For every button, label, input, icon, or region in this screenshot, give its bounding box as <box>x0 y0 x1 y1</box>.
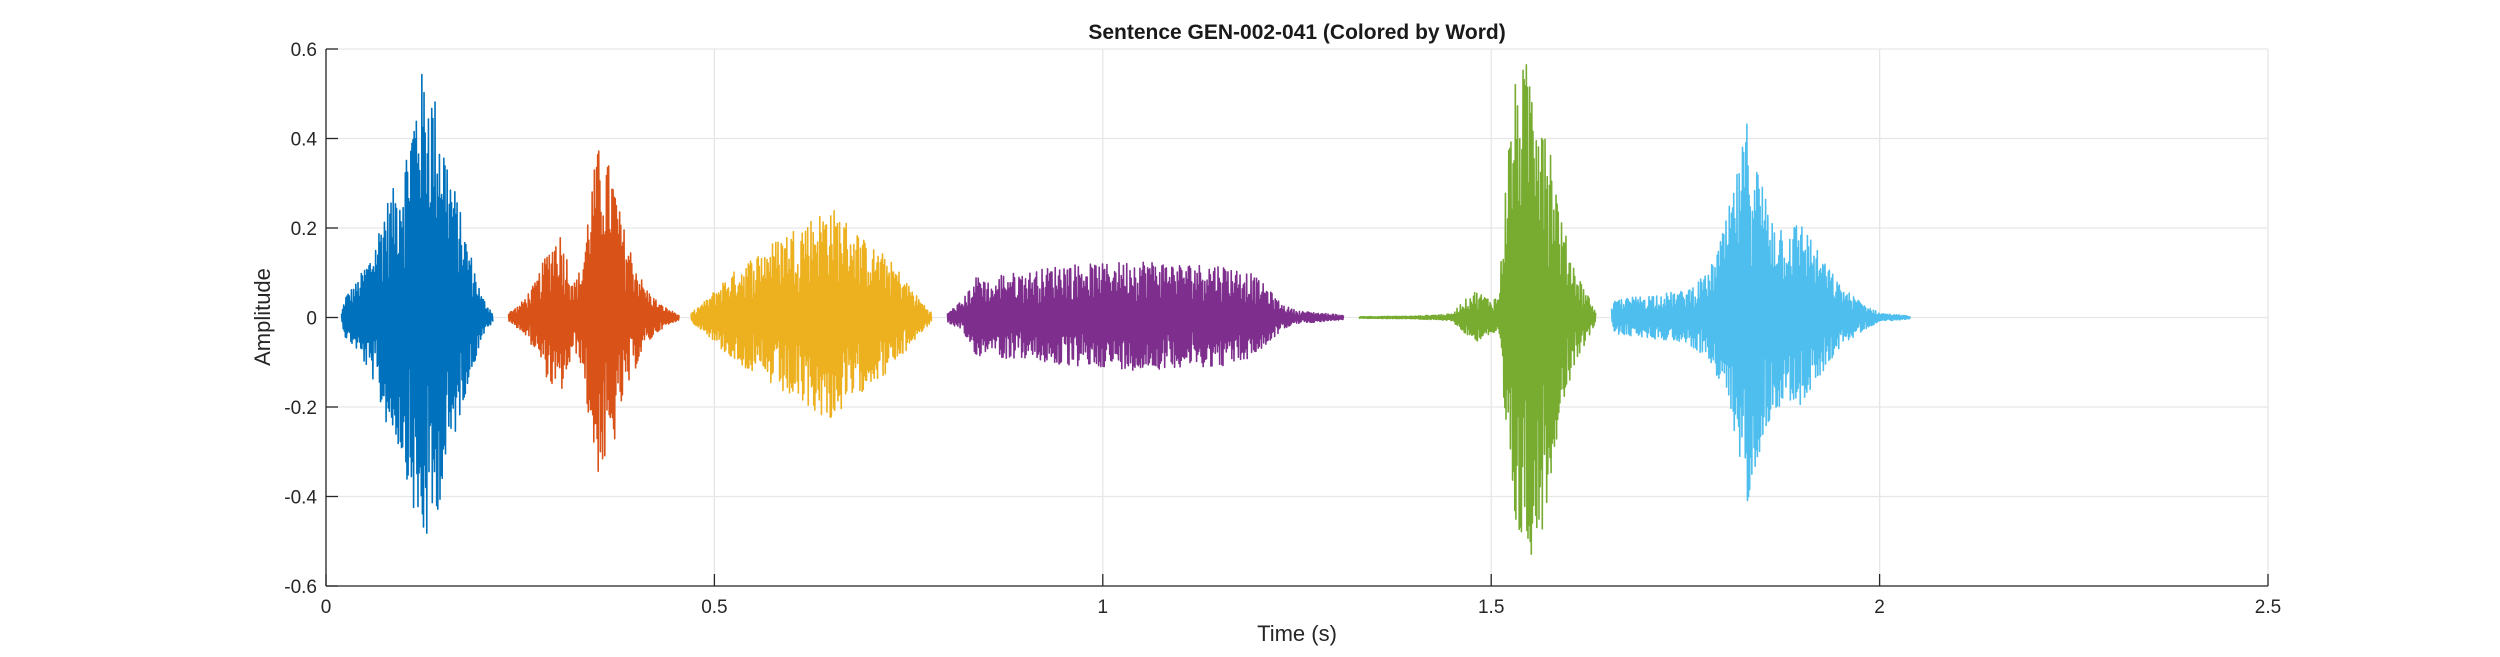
y-axis-label: Amplitude <box>250 268 275 366</box>
x-axis-label: Time (s) <box>1257 621 1337 646</box>
word-segment-3 <box>690 209 933 419</box>
chart-title: Sentence GEN-002-041 (Colored by Word) <box>1088 21 1505 44</box>
x-tick-label: 2.5 <box>2255 597 2281 618</box>
x-tick-label: 0.5 <box>701 597 727 618</box>
x-tick-label: 1.5 <box>1478 597 1504 618</box>
y-tick-label: 0.2 <box>291 219 317 240</box>
x-tick-label: 0 <box>321 597 332 618</box>
y-tick-label: -0.4 <box>284 488 317 509</box>
word-segment-4 <box>946 261 1345 371</box>
y-tick-label: -0.6 <box>284 577 317 598</box>
y-tick-label: 0 <box>306 309 317 330</box>
y-tick-label: 0.4 <box>291 130 318 151</box>
y-tick-label: -0.2 <box>284 398 317 419</box>
axes <box>325 48 2269 587</box>
waveform-segments <box>340 64 1912 555</box>
y-tick-label: 0.6 <box>291 40 317 61</box>
x-tick-label: 2 <box>1874 597 1885 618</box>
tick-labels: 0 0.5 1 1.5 2 2.5 0.6 0.4 0.2 0 -0.2 -0.4 -0.6 <box>284 40 2281 618</box>
word-segment-5 <box>1358 64 1597 555</box>
word-segment-2 <box>507 150 680 473</box>
word-segment-6 <box>1610 123 1912 502</box>
word-segment-1 <box>340 73 494 534</box>
x-tick-label: 1 <box>1098 597 1109 618</box>
